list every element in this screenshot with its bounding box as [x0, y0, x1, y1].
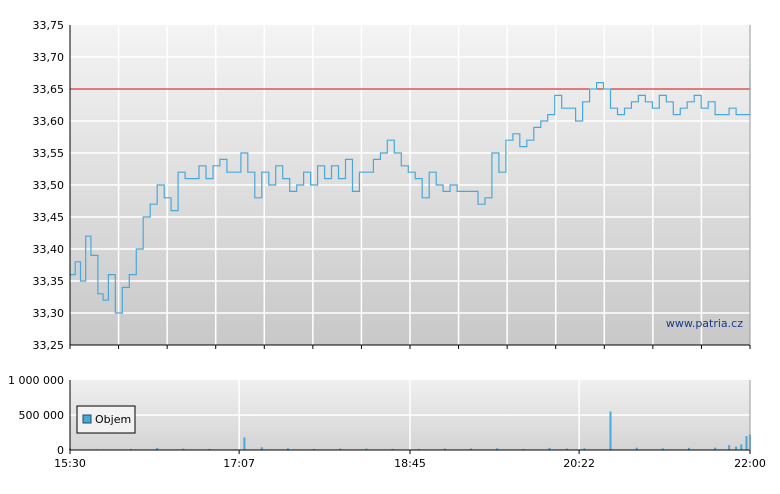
volume-bar [522, 448, 525, 450]
volume-bar [583, 448, 586, 451]
legend-swatch [82, 414, 92, 424]
x-tick-label: 20:22 [563, 457, 595, 470]
volume-y-tick-label: 0 [57, 444, 64, 457]
volume-bar [130, 448, 132, 450]
price-y-tick-label: 33,55 [33, 147, 65, 160]
legend-label: Objem [95, 413, 131, 426]
volume-bar [745, 436, 748, 450]
price-y-tick-label: 33,65 [33, 83, 65, 96]
price-panel: 33,75 33,70 33,65 33,60 33,55 33,50 33,45 33,40… [33, 19, 751, 352]
price-y-tick-label: 33,45 [33, 211, 65, 224]
volume-bar [728, 445, 731, 450]
volume-bar [208, 448, 211, 450]
volume-bar [182, 448, 185, 450]
price-y-tick-label: 33,40 [33, 243, 65, 256]
volume-bar [496, 448, 499, 451]
volume-bar [635, 447, 638, 450]
volume-bar [565, 448, 568, 450]
volume-bar [470, 448, 472, 450]
price-series-line [70, 69, 751, 314]
volume-bar [391, 448, 394, 450]
volume-bar [740, 444, 743, 450]
price-y-tick-label: 33,70 [33, 51, 65, 64]
volume-bar [260, 447, 263, 450]
x-tick-label: 18:45 [394, 457, 426, 470]
volume-bar [548, 447, 551, 450]
volume-y-tick-label: 1 000 000 [8, 374, 64, 387]
volume-bar [609, 411, 612, 450]
volume-bar [243, 437, 246, 450]
volume-bar [286, 448, 289, 451]
volume-bar [714, 447, 717, 450]
x-tick-label: 15:30 [54, 457, 86, 470]
x-tick-label: 22:00 [734, 457, 766, 470]
price-y-tick-label: 33,30 [33, 307, 65, 320]
price-y-tick-label: 33,50 [33, 179, 65, 192]
volume-bar [688, 447, 690, 450]
volume-bar [661, 448, 664, 451]
volume-bar [443, 448, 446, 450]
volume-bar [313, 448, 316, 450]
volume-bar [417, 448, 420, 450]
x-tick-label: 17:07 [223, 457, 255, 470]
price-y-tick-label: 33,60 [33, 115, 65, 128]
price-y-tick-label: 33,75 [33, 19, 65, 32]
volume-y-tick-label: 500 000 [19, 409, 65, 422]
volume-bar [365, 448, 368, 450]
price-y-tick-label: 33,35 [33, 275, 65, 288]
volume-panel: 1 000 000 500 000 015:30 17:07 18:45 20:22 22:… [8, 374, 766, 470]
volume-bar [156, 447, 159, 450]
volume-bar [735, 446, 738, 450]
volume-bar [339, 448, 342, 450]
watermark: www.patria.cz [666, 317, 743, 330]
price-y-tick-label: 33,25 [33, 339, 65, 352]
volume-legend: Objem [76, 405, 136, 434]
